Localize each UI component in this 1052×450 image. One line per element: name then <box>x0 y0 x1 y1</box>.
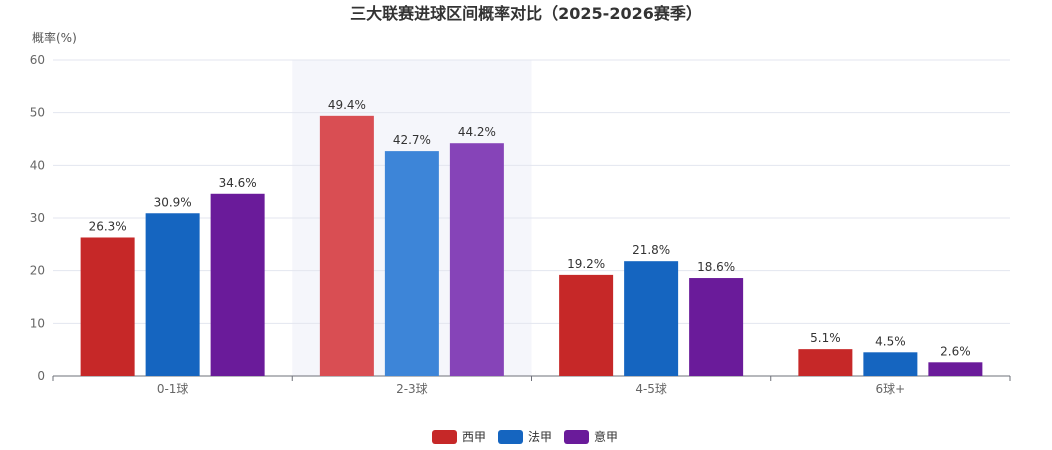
data-label: 19.2% <box>567 257 605 271</box>
data-label: 4.5% <box>875 334 906 348</box>
x-tick-label: 4-5球 <box>635 382 667 396</box>
chart-title: 三大联赛进球区间概率对比（2025-2026赛季） <box>350 4 702 23</box>
data-label: 30.9% <box>154 195 192 209</box>
y-axis-title: 概率(%) <box>32 30 77 45</box>
legend-item[interactable]: 法甲 <box>498 430 552 444</box>
legend: 西甲 法甲 意甲 <box>432 429 618 444</box>
data-label: 18.6% <box>697 260 735 274</box>
y-tick-label: 10 <box>30 316 45 330</box>
bar[interactable] <box>319 115 374 377</box>
data-label: 42.7% <box>393 133 431 147</box>
bar[interactable] <box>80 237 135 376</box>
legend-label: 法甲 <box>528 430 552 444</box>
y-tick-label: 30 <box>30 211 45 225</box>
data-label-layer: 26.3% 30.9% 34.6% 49.4% 42.7% 44.2% 19.2% 21.8%… <box>89 98 971 358</box>
legend-swatch <box>432 430 457 444</box>
y-tick-label: 40 <box>30 158 45 172</box>
legend-label: 意甲 <box>594 429 618 444</box>
data-label: 44.2% <box>458 125 496 139</box>
x-tick-label: 2-3球 <box>396 382 428 396</box>
legend-item[interactable]: 西甲 <box>432 430 486 444</box>
data-label: 49.4% <box>328 98 366 112</box>
data-label: 2.6% <box>940 344 971 358</box>
bar[interactable] <box>145 213 200 376</box>
bar[interactable] <box>689 278 744 376</box>
bar[interactable] <box>384 151 439 376</box>
x-tick-label: 0-1球 <box>157 382 189 396</box>
bar-layer <box>80 115 983 377</box>
bar[interactable] <box>559 274 614 376</box>
x-tick-label: 6球+ <box>876 382 906 396</box>
data-label: 34.6% <box>219 176 257 190</box>
y-tick-label: 50 <box>30 106 45 120</box>
bar[interactable] <box>798 349 853 376</box>
bar[interactable] <box>624 261 679 376</box>
bar[interactable] <box>449 143 504 376</box>
bar[interactable] <box>863 352 918 376</box>
data-label: 5.1% <box>810 331 841 345</box>
bar[interactable] <box>928 362 983 376</box>
data-label: 21.8% <box>632 243 670 257</box>
y-tick-label: 20 <box>30 264 45 278</box>
y-tick-label: 60 <box>30 53 45 67</box>
data-label: 26.3% <box>89 219 127 233</box>
legend-item[interactable]: 意甲 <box>564 429 618 444</box>
legend-swatch <box>564 430 589 444</box>
bar[interactable] <box>210 193 265 376</box>
y-tick-label: 0 <box>37 369 45 383</box>
legend-swatch <box>498 430 523 444</box>
legend-label: 西甲 <box>462 430 486 444</box>
